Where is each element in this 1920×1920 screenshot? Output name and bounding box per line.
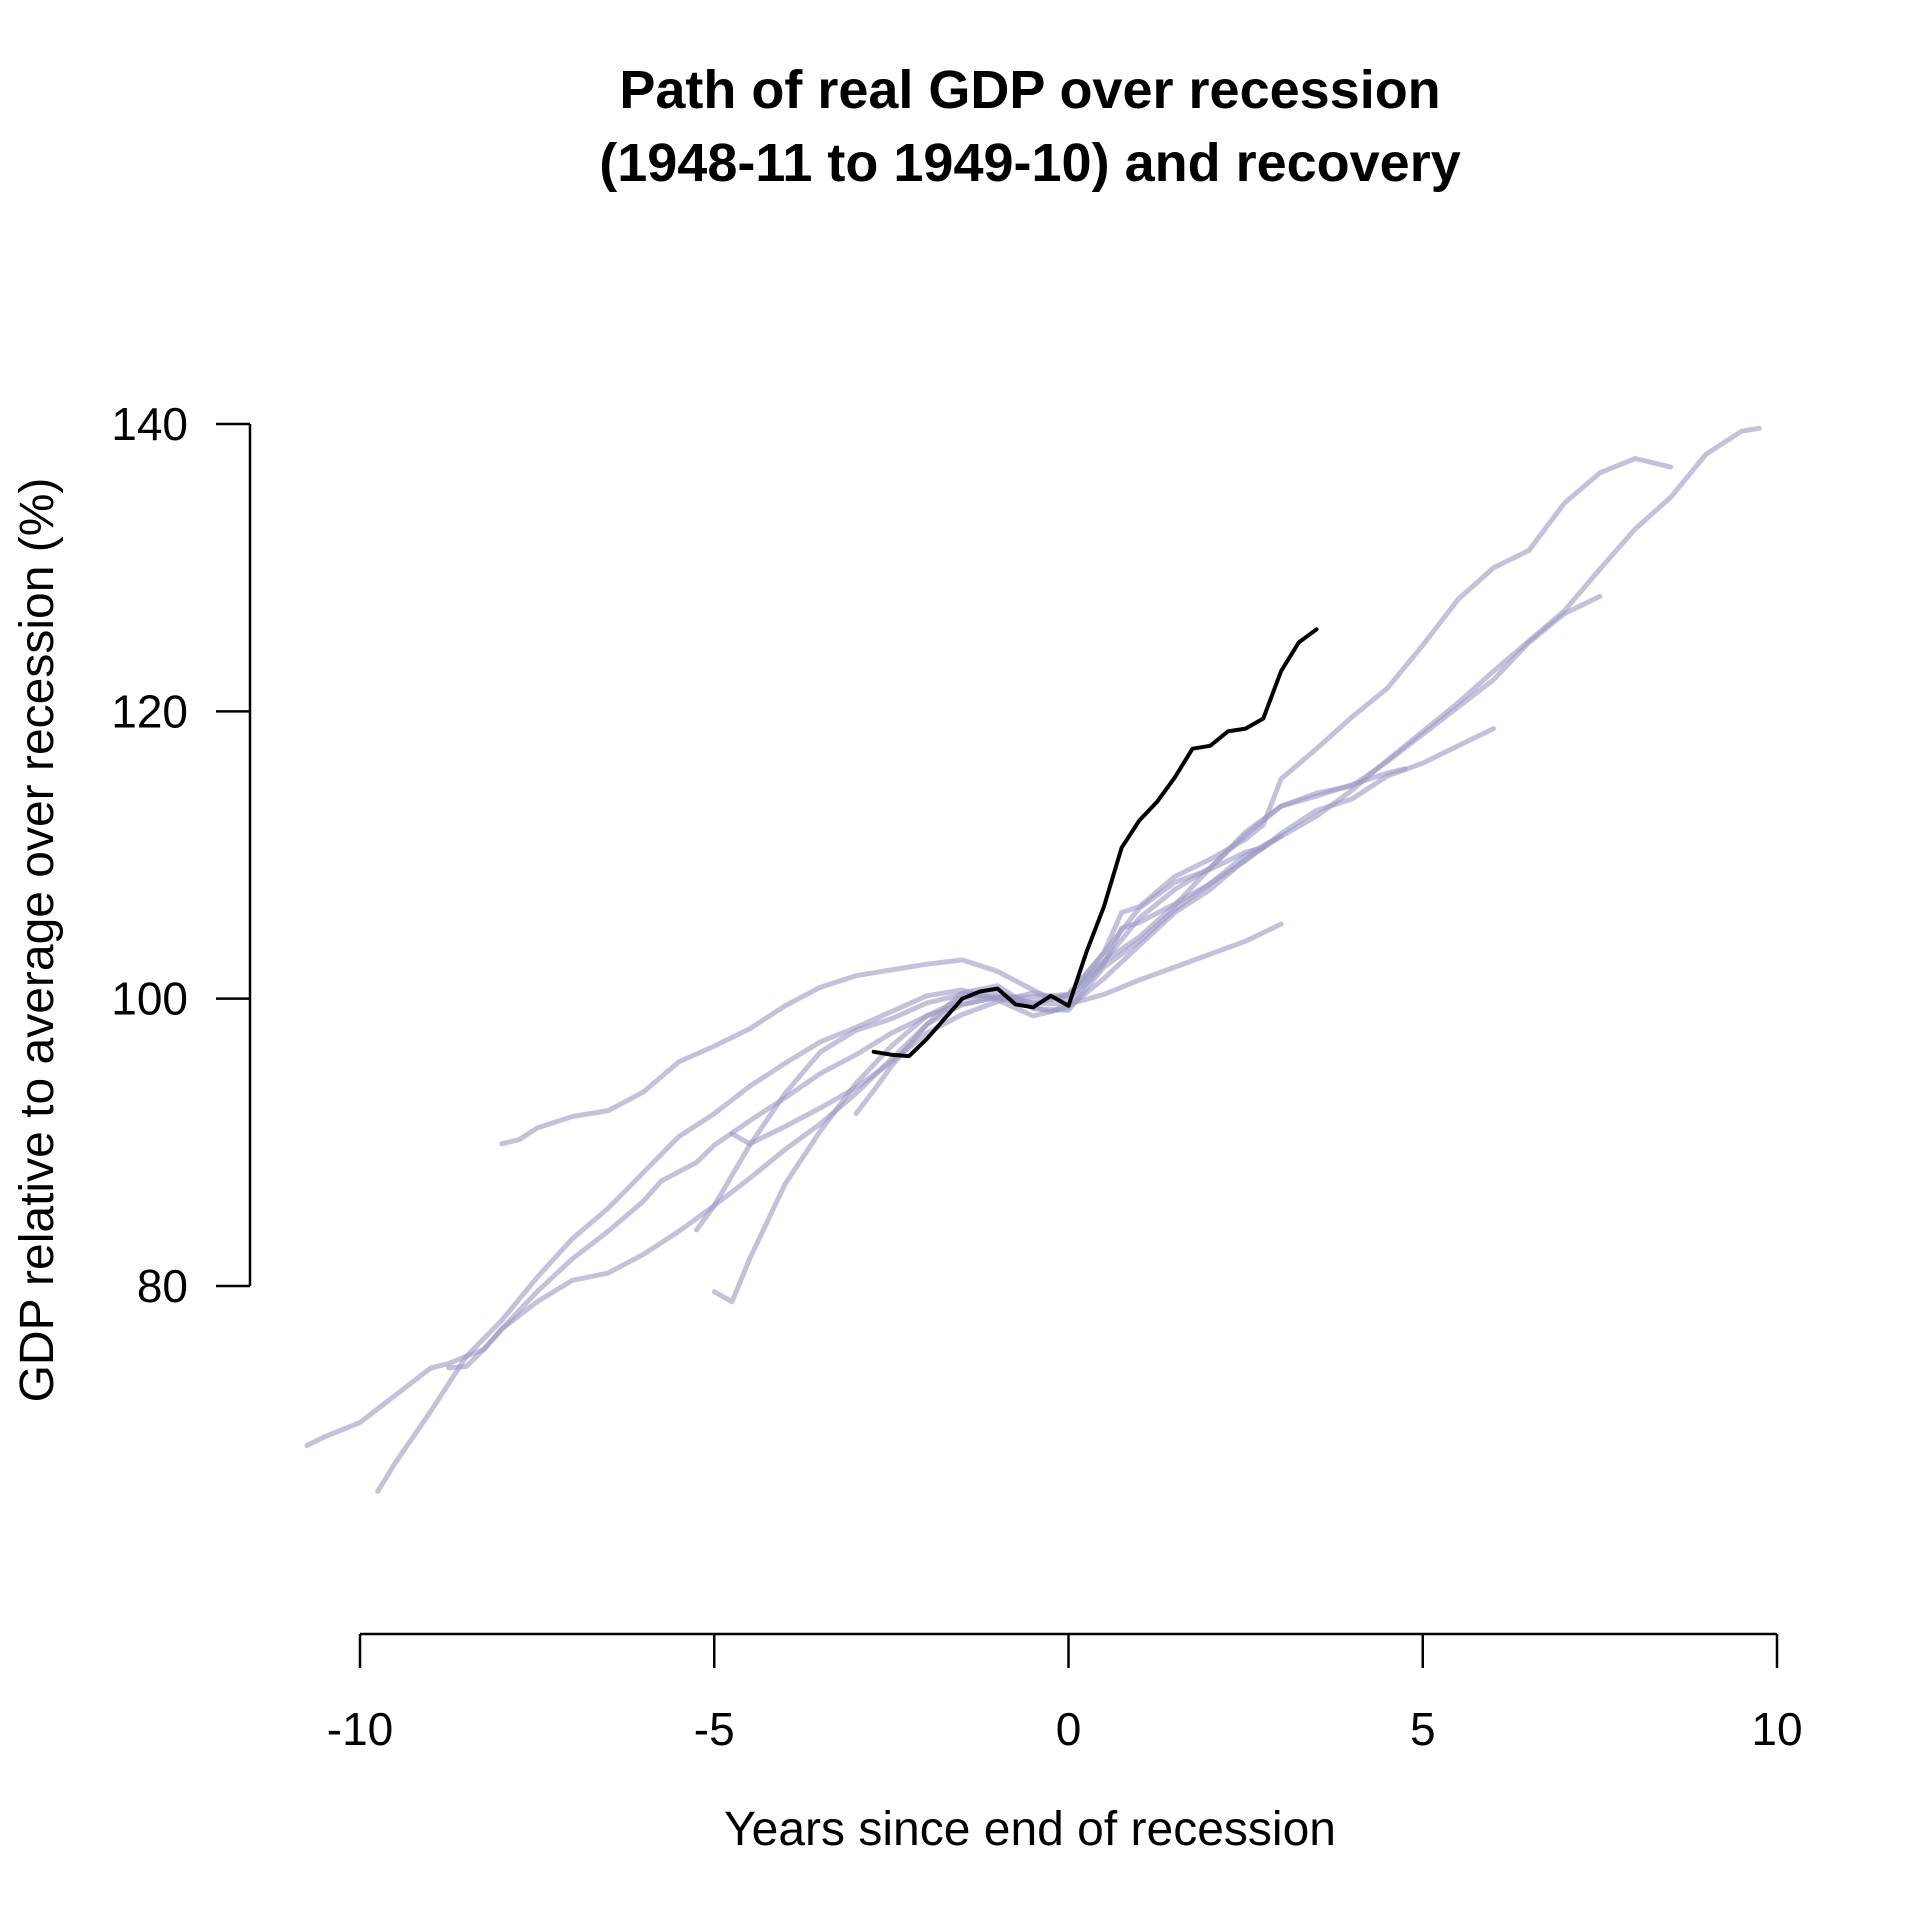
x-axis-label: Years since end of recession bbox=[724, 1803, 1336, 1856]
x-tick-label: 5 bbox=[1410, 1703, 1436, 1755]
other-recession-line-3 bbox=[499, 593, 1603, 1147]
y-tick-label: 100 bbox=[111, 973, 188, 1025]
x-tick-label: -10 bbox=[327, 1703, 393, 1755]
x-axis: -10 -5 0 5 10 bbox=[327, 1632, 1803, 1755]
other-recession-line-4 bbox=[375, 425, 1762, 1494]
x-tick-label: 0 bbox=[1056, 1703, 1082, 1755]
chart-title-line-2: (1948-11 to 1949-10) and recovery bbox=[599, 133, 1461, 193]
y-axis: 80 100 120 140 bbox=[111, 398, 252, 1312]
chart-title: Path of real GDP over recession (1948-11… bbox=[599, 60, 1461, 193]
chart-title-line-1: Path of real GDP over recession bbox=[619, 60, 1440, 120]
y-axis-label: GDP relative to average over recession (… bbox=[11, 478, 64, 1403]
plot-area bbox=[304, 425, 1762, 1494]
x-tick-label: -5 bbox=[694, 1703, 735, 1755]
y-tick-label: 80 bbox=[137, 1260, 188, 1312]
y-tick-label: 120 bbox=[111, 685, 188, 737]
other-recession-line-7 bbox=[711, 833, 1284, 1305]
y-tick-label: 140 bbox=[111, 398, 188, 450]
other-recession-line-2 bbox=[446, 726, 1497, 1371]
other-recession-line-1 bbox=[304, 921, 1284, 1448]
x-tick-label: 10 bbox=[1751, 1703, 1802, 1755]
highlight-recession-line bbox=[871, 627, 1319, 1059]
other-recession-line-5 bbox=[694, 456, 1674, 1233]
